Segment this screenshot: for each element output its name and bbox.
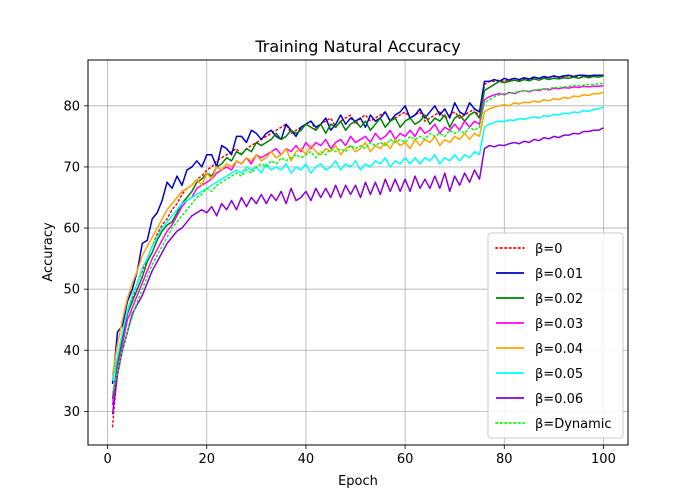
series-line-7	[111, 82, 605, 394]
x-tick-label: 60	[397, 452, 414, 467]
legend-label-5: β=0.05	[535, 367, 583, 382]
legend-label-2: β=0.02	[535, 292, 583, 307]
y-axis-ticks: 30 40 50 60 70 80	[63, 99, 88, 420]
y-tick-label: 50	[63, 283, 80, 298]
x-axis-label: Epoch	[338, 474, 378, 489]
y-tick-label: 60	[63, 222, 80, 237]
plot-series	[111, 74, 605, 428]
series-line-1	[111, 74, 604, 384]
y-axis-label: Accuracy	[41, 222, 56, 282]
legend-label-0: β=0	[535, 242, 562, 257]
x-tick-label: 0	[103, 452, 111, 467]
series-line-2	[111, 75, 604, 400]
series-line-5	[111, 106, 604, 381]
y-tick-label: 80	[63, 99, 80, 114]
x-tick-label: 100	[591, 452, 616, 467]
x-tick-label: 20	[198, 452, 215, 467]
legend-label-3: β=0.03	[535, 317, 583, 332]
x-tick-label: 40	[298, 452, 315, 467]
x-axis-ticks: 0 20 40 60 80 100	[103, 445, 616, 467]
series-line-4	[111, 91, 604, 375]
y-tick-label: 30	[63, 405, 80, 420]
legend-box	[487, 232, 624, 439]
legend-label-6: β=0.06	[535, 392, 583, 407]
y-tick-label: 40	[63, 344, 80, 359]
legend: β=0 β=0.01 β=0.02 β=0.03 β=0.04 β=0.05 β=0.06 β…	[487, 232, 624, 439]
plot-frame	[87, 59, 629, 446]
chart-title: Training Natural Accuracy	[254, 37, 460, 56]
x-tick-label: 80	[496, 452, 513, 467]
y-tick-label: 70	[63, 160, 80, 175]
legend-label-4: β=0.04	[535, 342, 583, 357]
legend-label-7: β=Dynamic	[535, 417, 612, 432]
series-line-6	[111, 127, 604, 415]
legend-label-1: β=0.01	[535, 267, 583, 282]
